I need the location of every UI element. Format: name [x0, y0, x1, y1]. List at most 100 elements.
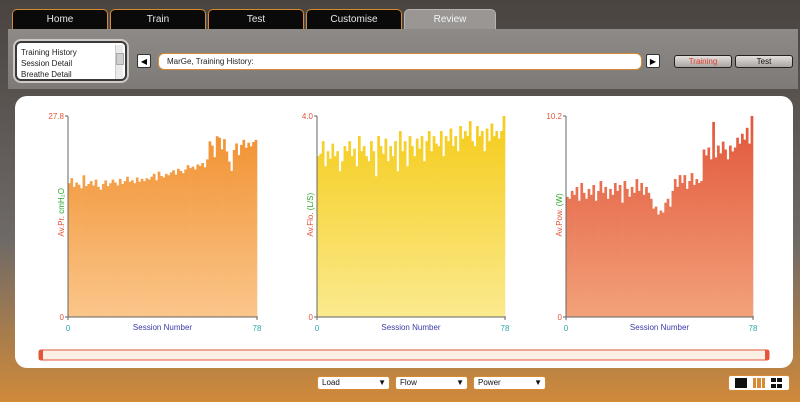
chart-bar	[707, 147, 711, 317]
chart-bar	[454, 136, 458, 317]
chart-bar	[218, 137, 221, 317]
list-item[interactable]: Training History	[21, 48, 77, 57]
y-tick-label: 0	[309, 313, 314, 322]
chart-bar	[750, 116, 754, 317]
chart-bar	[336, 151, 339, 317]
test-button[interactable]: Test	[735, 55, 793, 68]
chart-bar	[439, 131, 443, 317]
chart-bar	[611, 194, 615, 317]
chart-bar	[101, 183, 105, 317]
chart-bar	[92, 185, 95, 317]
history-list[interactable]: Training History Session Detail Breathe …	[15, 41, 127, 81]
y-tick-label: 0	[558, 313, 563, 322]
power-select-value: Power	[478, 378, 501, 387]
chart-bar	[432, 136, 436, 317]
tab-customise[interactable]: Customise	[306, 9, 402, 29]
tab-test[interactable]: Test	[208, 9, 304, 29]
list-scrollbar[interactable]	[115, 45, 124, 79]
chart-bar	[695, 179, 699, 317]
chart-bar	[490, 123, 494, 317]
view-single-icon[interactable]	[735, 378, 747, 388]
tab-train[interactable]: Train	[110, 9, 206, 29]
chart-bar	[348, 141, 352, 318]
charts-panel: 27.8 0 0 78 Session Number Av.Pr. cmH₂O 4.0 0 0 7…	[15, 96, 793, 368]
tab-home[interactable]: Home	[12, 9, 108, 29]
chart-bar	[143, 181, 146, 317]
chart-bar	[169, 172, 173, 317]
flow-select[interactable]: Flow ▼	[395, 376, 468, 390]
chart-bar	[254, 139, 258, 317]
chart-bar	[89, 181, 93, 317]
next-button[interactable]: ▶	[646, 54, 660, 68]
chart-bar	[249, 146, 253, 317]
chart-bar	[685, 188, 689, 317]
list-scroll-thumb[interactable]	[116, 53, 124, 65]
training-button[interactable]: Training	[674, 55, 732, 68]
chart-bar	[700, 181, 703, 317]
chart-bar	[606, 198, 610, 317]
view-bars-icon[interactable]	[753, 378, 765, 388]
chart-bar	[714, 157, 718, 317]
chart-bar	[350, 156, 354, 317]
chart-bar	[430, 151, 433, 317]
chart-bar	[637, 190, 641, 317]
list-item[interactable]: Session Detail	[21, 59, 73, 68]
chart-bar	[476, 126, 479, 317]
chart-bar	[473, 146, 477, 317]
chart-bar	[77, 184, 81, 317]
chart-bar	[500, 131, 503, 317]
chart-bar	[466, 136, 470, 317]
chart-bar	[599, 181, 603, 317]
chart-bar	[666, 198, 670, 317]
chart-bar	[449, 128, 453, 317]
y-tick-label: 0	[60, 313, 65, 322]
chart-bar	[68, 183, 71, 317]
chart-bar	[726, 159, 730, 317]
chart-bar	[705, 155, 708, 317]
tab-review[interactable]: Review	[404, 9, 496, 29]
prev-button[interactable]: ◀	[137, 54, 151, 68]
chart-bar	[341, 161, 344, 317]
chart-bar	[645, 186, 648, 317]
chart-bar	[724, 149, 727, 317]
chart-bar	[225, 151, 229, 317]
chart-bar	[353, 148, 356, 317]
load-select[interactable]: Load ▼	[317, 376, 390, 390]
chart-bar	[589, 194, 593, 317]
chart-bar	[683, 175, 687, 317]
view-grid-icon[interactable]	[771, 378, 783, 388]
chart-bar	[324, 166, 327, 317]
chart-bar	[157, 171, 161, 317]
chart-bar	[345, 151, 349, 317]
chart-bar	[566, 196, 569, 317]
chart-bar	[442, 156, 446, 317]
chart-bar	[743, 139, 747, 317]
chart-bar	[587, 188, 591, 317]
chart-bar	[647, 192, 651, 317]
y-tick-label: 4.0	[302, 112, 314, 121]
power-select[interactable]: Power ▼	[473, 376, 546, 390]
chart-bar	[447, 141, 450, 318]
next-arrow-icon: ▶	[649, 56, 657, 66]
chart-bar	[215, 136, 219, 317]
chart-bar	[719, 153, 723, 317]
list-item[interactable]: Breathe Detail	[21, 69, 113, 79]
chart-bar	[657, 214, 660, 317]
chart-bar	[374, 176, 378, 317]
chart-bar	[652, 208, 656, 317]
chart-bar	[573, 194, 576, 317]
chart-bar	[247, 142, 251, 317]
chart-bar	[437, 146, 441, 317]
chart-bar	[403, 141, 407, 318]
chevron-down-icon: ▼	[534, 378, 542, 387]
chart-bar	[220, 149, 224, 317]
chart-bar	[99, 189, 103, 317]
chart-bar	[618, 184, 622, 317]
flow-select-value: Flow	[400, 378, 417, 387]
chart-bar	[702, 149, 706, 317]
chart-bar	[386, 161, 390, 317]
chart-bar	[406, 166, 409, 317]
chart-bar	[114, 182, 117, 317]
x-tick-label: 78	[749, 324, 758, 333]
chart-bar	[389, 146, 393, 317]
